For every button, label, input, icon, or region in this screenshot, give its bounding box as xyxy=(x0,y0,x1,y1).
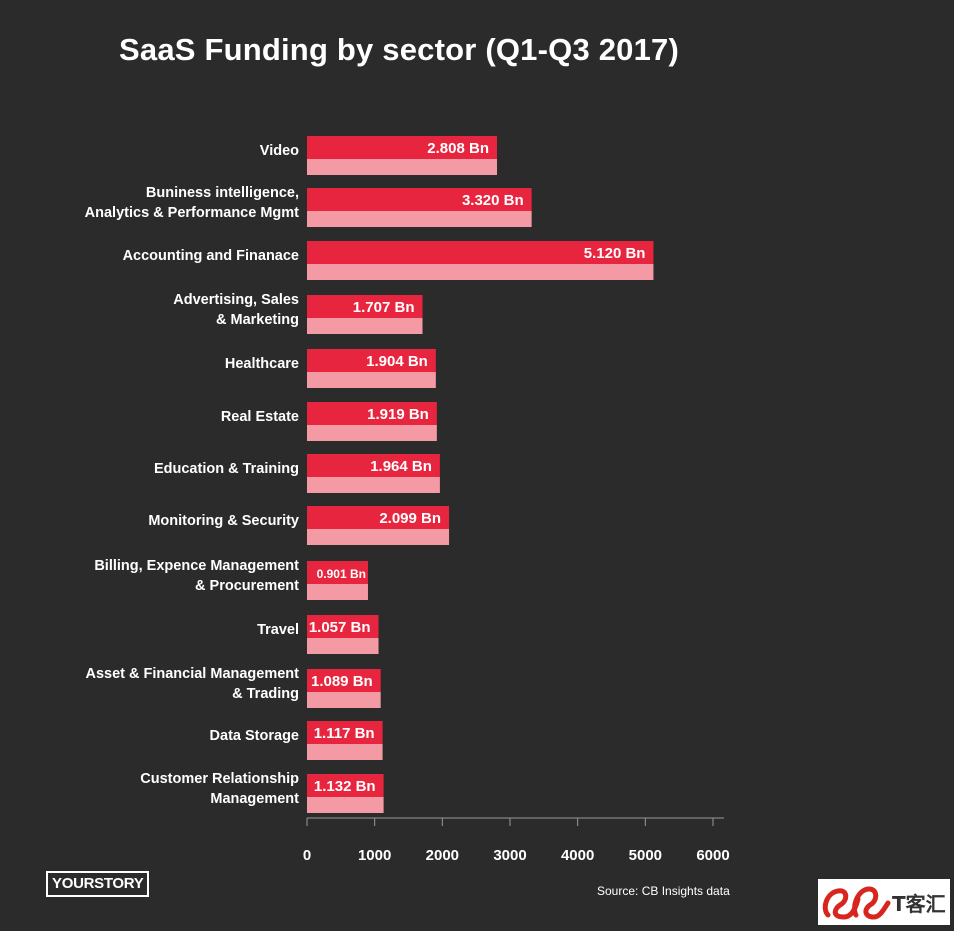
x-tick-label: 5000 xyxy=(629,847,662,864)
category-label: Travel xyxy=(257,622,299,638)
data-label: 5.120 Bn xyxy=(584,245,646,262)
category-label: Real Estate xyxy=(221,409,299,425)
category-label-line: & Procurement xyxy=(195,578,299,594)
bar xyxy=(307,188,532,211)
category-label: Video xyxy=(260,143,299,159)
bar-shade xyxy=(307,318,423,334)
data-label: 1.057 Bn xyxy=(309,619,371,636)
data-label: 1.117 Bn xyxy=(314,725,375,742)
category-label: Advertising, Sales & Marketing xyxy=(173,292,299,328)
bar xyxy=(307,454,440,477)
category-label: Buniness intelligence, Analytics & Perfor… xyxy=(85,185,300,221)
category-label: Education & Training xyxy=(154,461,299,477)
bar-shade xyxy=(307,584,368,600)
bar-shade xyxy=(307,638,379,654)
bar xyxy=(307,136,498,159)
data-label: 2.808 Bn xyxy=(427,140,489,157)
x-tick-label: 6000 xyxy=(696,847,729,864)
x-tick-label: 1000 xyxy=(358,847,391,864)
data-label: 0.901 Bn xyxy=(317,567,366,581)
bar xyxy=(307,349,436,372)
category-label-line: & Marketing xyxy=(216,312,299,328)
watermark-text: T客汇 xyxy=(892,892,946,916)
bar-shade xyxy=(307,744,383,760)
data-label: 1.132 Bn xyxy=(314,778,376,795)
x-tick-label: 3000 xyxy=(493,847,526,864)
category-label-line: Billing, Expence Management xyxy=(94,558,299,574)
category-label: Healthcare xyxy=(225,356,299,372)
watermark-icon: T客汇 xyxy=(822,886,946,920)
category-label-line: Analytics & Performance Mgmt xyxy=(85,205,300,221)
category-label: Accounting and Finanace xyxy=(123,248,299,264)
data-label: 2.099 Bn xyxy=(379,510,441,527)
bar xyxy=(307,561,368,584)
bar xyxy=(307,241,654,264)
bar-shade xyxy=(307,692,381,708)
bar-shade xyxy=(307,477,440,493)
bar xyxy=(307,669,381,692)
data-label: 1.707 Bn xyxy=(353,299,415,316)
bar xyxy=(307,295,423,318)
bar xyxy=(307,506,450,529)
bar xyxy=(307,402,437,425)
bar-shade xyxy=(307,797,384,813)
category-label-line: Advertising, Sales xyxy=(173,292,299,308)
yourstory-logo: YOURSTORY xyxy=(46,871,150,897)
category-label-line: Customer Relationship xyxy=(140,771,299,787)
bar-shade xyxy=(307,159,498,175)
x-tick-label: 4000 xyxy=(561,847,594,864)
category-label: Asset & Financial Management & Trading xyxy=(85,666,299,702)
x-tick-label: 2000 xyxy=(426,847,459,864)
data-label: 1.089 Bn xyxy=(311,673,373,690)
category-label-line: Asset & Financial Management xyxy=(85,666,299,682)
source-note: Source: CB Insights data xyxy=(597,884,730,898)
bar-shade xyxy=(307,211,532,227)
category-label: Billing, Expence Management & Procurement xyxy=(94,558,299,594)
category-label: Data Storage xyxy=(210,728,299,744)
data-label: 3.320 Bn xyxy=(462,192,524,209)
bar xyxy=(307,721,383,744)
bar xyxy=(307,615,379,638)
txh-watermark-logo: T客汇 xyxy=(818,879,950,925)
bar-shade xyxy=(307,264,654,280)
bar-shade xyxy=(307,372,436,388)
category-label-line: & Trading xyxy=(232,686,299,702)
category-label: Customer Relationship Management xyxy=(140,771,299,807)
x-tick-label: 0 xyxy=(303,847,311,864)
data-label: 1.964 Bn xyxy=(370,458,432,475)
data-label: 1.904 Bn xyxy=(366,353,428,370)
category-label-line: Buniness intelligence, xyxy=(146,185,299,201)
bar-shade xyxy=(307,529,450,545)
chart-title: SaaS Funding by sector (Q1-Q3 2017) xyxy=(119,32,679,67)
category-label: Monitoring & Security xyxy=(148,513,299,529)
bar xyxy=(307,774,384,797)
category-label-line: Management xyxy=(210,791,299,807)
bar-shade xyxy=(307,425,437,441)
data-label: 1.919 Bn xyxy=(367,406,429,423)
